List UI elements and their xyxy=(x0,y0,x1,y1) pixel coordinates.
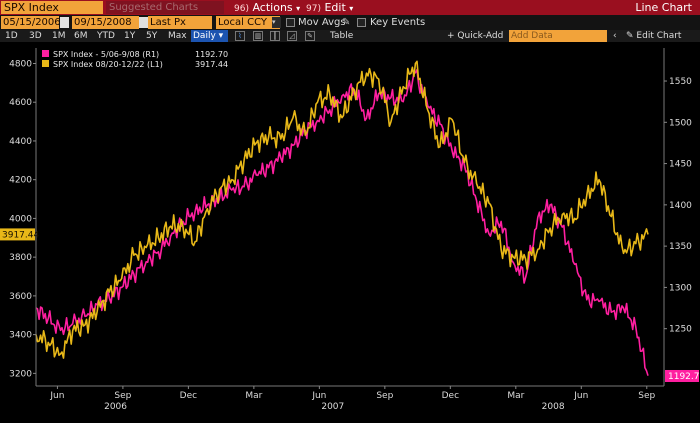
series-line-l1 xyxy=(35,60,649,359)
key-events-label: Key Events xyxy=(370,17,426,28)
left-tick-label: 4800 xyxy=(9,59,32,69)
field-select[interactable]: Last Px xyxy=(148,16,212,29)
x-year-label: 2007 xyxy=(321,402,344,412)
x-month-label: Jun xyxy=(49,391,64,401)
plus-icon: + xyxy=(447,31,455,41)
pencil-icon: ✎ xyxy=(626,31,634,41)
legend-value: 3917.44 xyxy=(195,60,228,69)
chevron-down-icon[interactable]: ▾ xyxy=(272,17,281,28)
chart-legend: SPX Index - 5/06-9/08 (R1) 1192.70 SPX Ind… xyxy=(42,50,228,69)
actions-menu-label: Actions xyxy=(252,1,293,14)
quick-add-button[interactable]: + Quick-Add xyxy=(447,30,503,42)
period-1m[interactable]: 1M xyxy=(52,31,66,41)
frequency-select[interactable]: Daily ▾ xyxy=(191,30,228,42)
right-last-value-tag xyxy=(665,369,699,382)
legend-label: SPX Index 08/20-12/22 (L1) xyxy=(53,60,163,69)
left-tick-label: 3800 xyxy=(9,253,32,263)
start-date-input[interactable]: 05/15/2006 xyxy=(1,16,59,29)
parameter-bar: 05/15/2006 09/15/2008 Last Px Local CCY … xyxy=(0,15,700,30)
end-date-input[interactable]: 09/15/2008 xyxy=(72,16,139,29)
series-line-r1 xyxy=(35,68,649,376)
x-year-label: 2008 xyxy=(542,402,565,412)
right-tick-label: 1300 xyxy=(669,283,692,293)
x-year-label: 2006 xyxy=(104,402,127,412)
table-button[interactable]: Table xyxy=(330,31,354,41)
line-chart: 3200 3400 3600 3800 4000 4200 4400 4600 4800 1250… xyxy=(0,48,700,412)
mov-avgs-checkbox[interactable] xyxy=(286,18,295,27)
left-last-value-tag xyxy=(0,228,35,241)
left-tick-label: 4600 xyxy=(9,98,32,108)
left-last-value-label: 3917.44 xyxy=(2,230,39,240)
x-month-label: Sep xyxy=(638,391,655,401)
chevron-down-icon: ▾ xyxy=(296,4,301,13)
area-chart-icon[interactable]: ◿ xyxy=(287,31,297,41)
title-bar: SPX Index Suggested Charts 96) Actions ▾… xyxy=(0,0,700,15)
x-month-label: Mar xyxy=(245,391,262,401)
right-tick-label: 1500 xyxy=(669,118,692,128)
chart-series xyxy=(35,60,649,376)
chevron-down-icon: ▾ xyxy=(218,31,224,41)
x-month-label: Sep xyxy=(114,391,131,401)
right-tick-label: 1400 xyxy=(669,201,692,211)
key-events-checkbox[interactable] xyxy=(357,18,366,27)
left-tick-label: 4400 xyxy=(9,137,32,147)
period-max[interactable]: Max xyxy=(168,31,187,41)
period-3d[interactable]: 3D xyxy=(29,31,42,41)
left-tick-label: 3600 xyxy=(9,292,32,302)
left-tick-label: 4000 xyxy=(9,214,32,224)
x-month-label: Jun xyxy=(573,391,588,401)
chevron-left-icon[interactable]: ‹ xyxy=(613,31,617,41)
x-month-label: Mar xyxy=(507,391,524,401)
security-field[interactable]: SPX Index xyxy=(1,1,103,14)
pencil-icon[interactable]: ✎ xyxy=(342,17,351,28)
suggested-charts-button[interactable]: Suggested Charts xyxy=(106,1,224,14)
bar-chart-icon[interactable]: ▥ xyxy=(253,31,263,41)
right-tick-label: 1350 xyxy=(669,242,692,252)
period-1d[interactable]: 1D xyxy=(5,31,18,41)
calendar-icon[interactable] xyxy=(139,17,148,28)
right-tick-label: 1450 xyxy=(669,160,692,170)
calendar-icon[interactable] xyxy=(60,17,69,28)
actions-menu-number: 96) xyxy=(234,4,249,14)
left-tick-label: 4200 xyxy=(9,176,32,186)
right-tick-label: 1550 xyxy=(669,77,692,87)
right-tick-label: 1250 xyxy=(669,325,692,335)
edit-menu-label: Edit xyxy=(324,1,346,14)
add-data-input[interactable]: Add Data xyxy=(509,30,607,42)
period-1y[interactable]: 1Y xyxy=(124,31,136,41)
x-month-label: Dec xyxy=(180,391,197,401)
quick-add-label: Quick-Add xyxy=(457,31,504,41)
edit-menu[interactable]: 97) Edit ▾ xyxy=(306,1,353,14)
edit-chart-button[interactable]: ✎ Edit Chart xyxy=(626,30,681,42)
legend-swatch xyxy=(42,60,49,67)
period-bar: 1D 3D 1M 6M YTD 1Y 5Y Max Daily ▾ ⌇ ▥ ┃ … xyxy=(0,30,700,42)
x-month-label: Dec xyxy=(442,391,459,401)
candle-chart-icon[interactable]: ┃ xyxy=(270,31,280,41)
legend-label: SPX Index - 5/06-9/08 (R1) xyxy=(53,50,159,59)
chart-axes: 3200 3400 3600 3800 4000 4200 4400 4600 4800 1250… xyxy=(0,48,700,412)
actions-menu[interactable]: 96) Actions ▾ xyxy=(234,1,300,14)
x-month-label: Jun xyxy=(311,391,326,401)
period-6m[interactable]: 6M xyxy=(74,31,88,41)
left-tick-label: 3400 xyxy=(9,331,32,341)
legend-value: 1192.70 xyxy=(195,50,228,59)
line-chart-icon[interactable]: ⌇ xyxy=(235,31,245,41)
legend-swatch xyxy=(42,50,49,57)
right-last-value-label: 1192.70 xyxy=(668,372,700,382)
period-5y[interactable]: 5Y xyxy=(146,31,158,41)
left-tick-label: 3200 xyxy=(9,369,32,379)
currency-select[interactable]: Local CCY xyxy=(216,16,280,29)
chart-type-label: Line Chart xyxy=(635,1,692,14)
frequency-label: Daily xyxy=(193,31,216,41)
annotate-icon[interactable]: ✎ xyxy=(305,31,315,41)
edit-chart-label: Edit Chart xyxy=(636,31,682,41)
edit-menu-number: 97) xyxy=(306,4,321,14)
x-month-label: Sep xyxy=(376,391,393,401)
mov-avgs-label: Mov Avgs xyxy=(298,17,346,28)
chevron-down-icon: ▾ xyxy=(349,4,354,13)
period-ytd[interactable]: YTD xyxy=(97,31,115,41)
